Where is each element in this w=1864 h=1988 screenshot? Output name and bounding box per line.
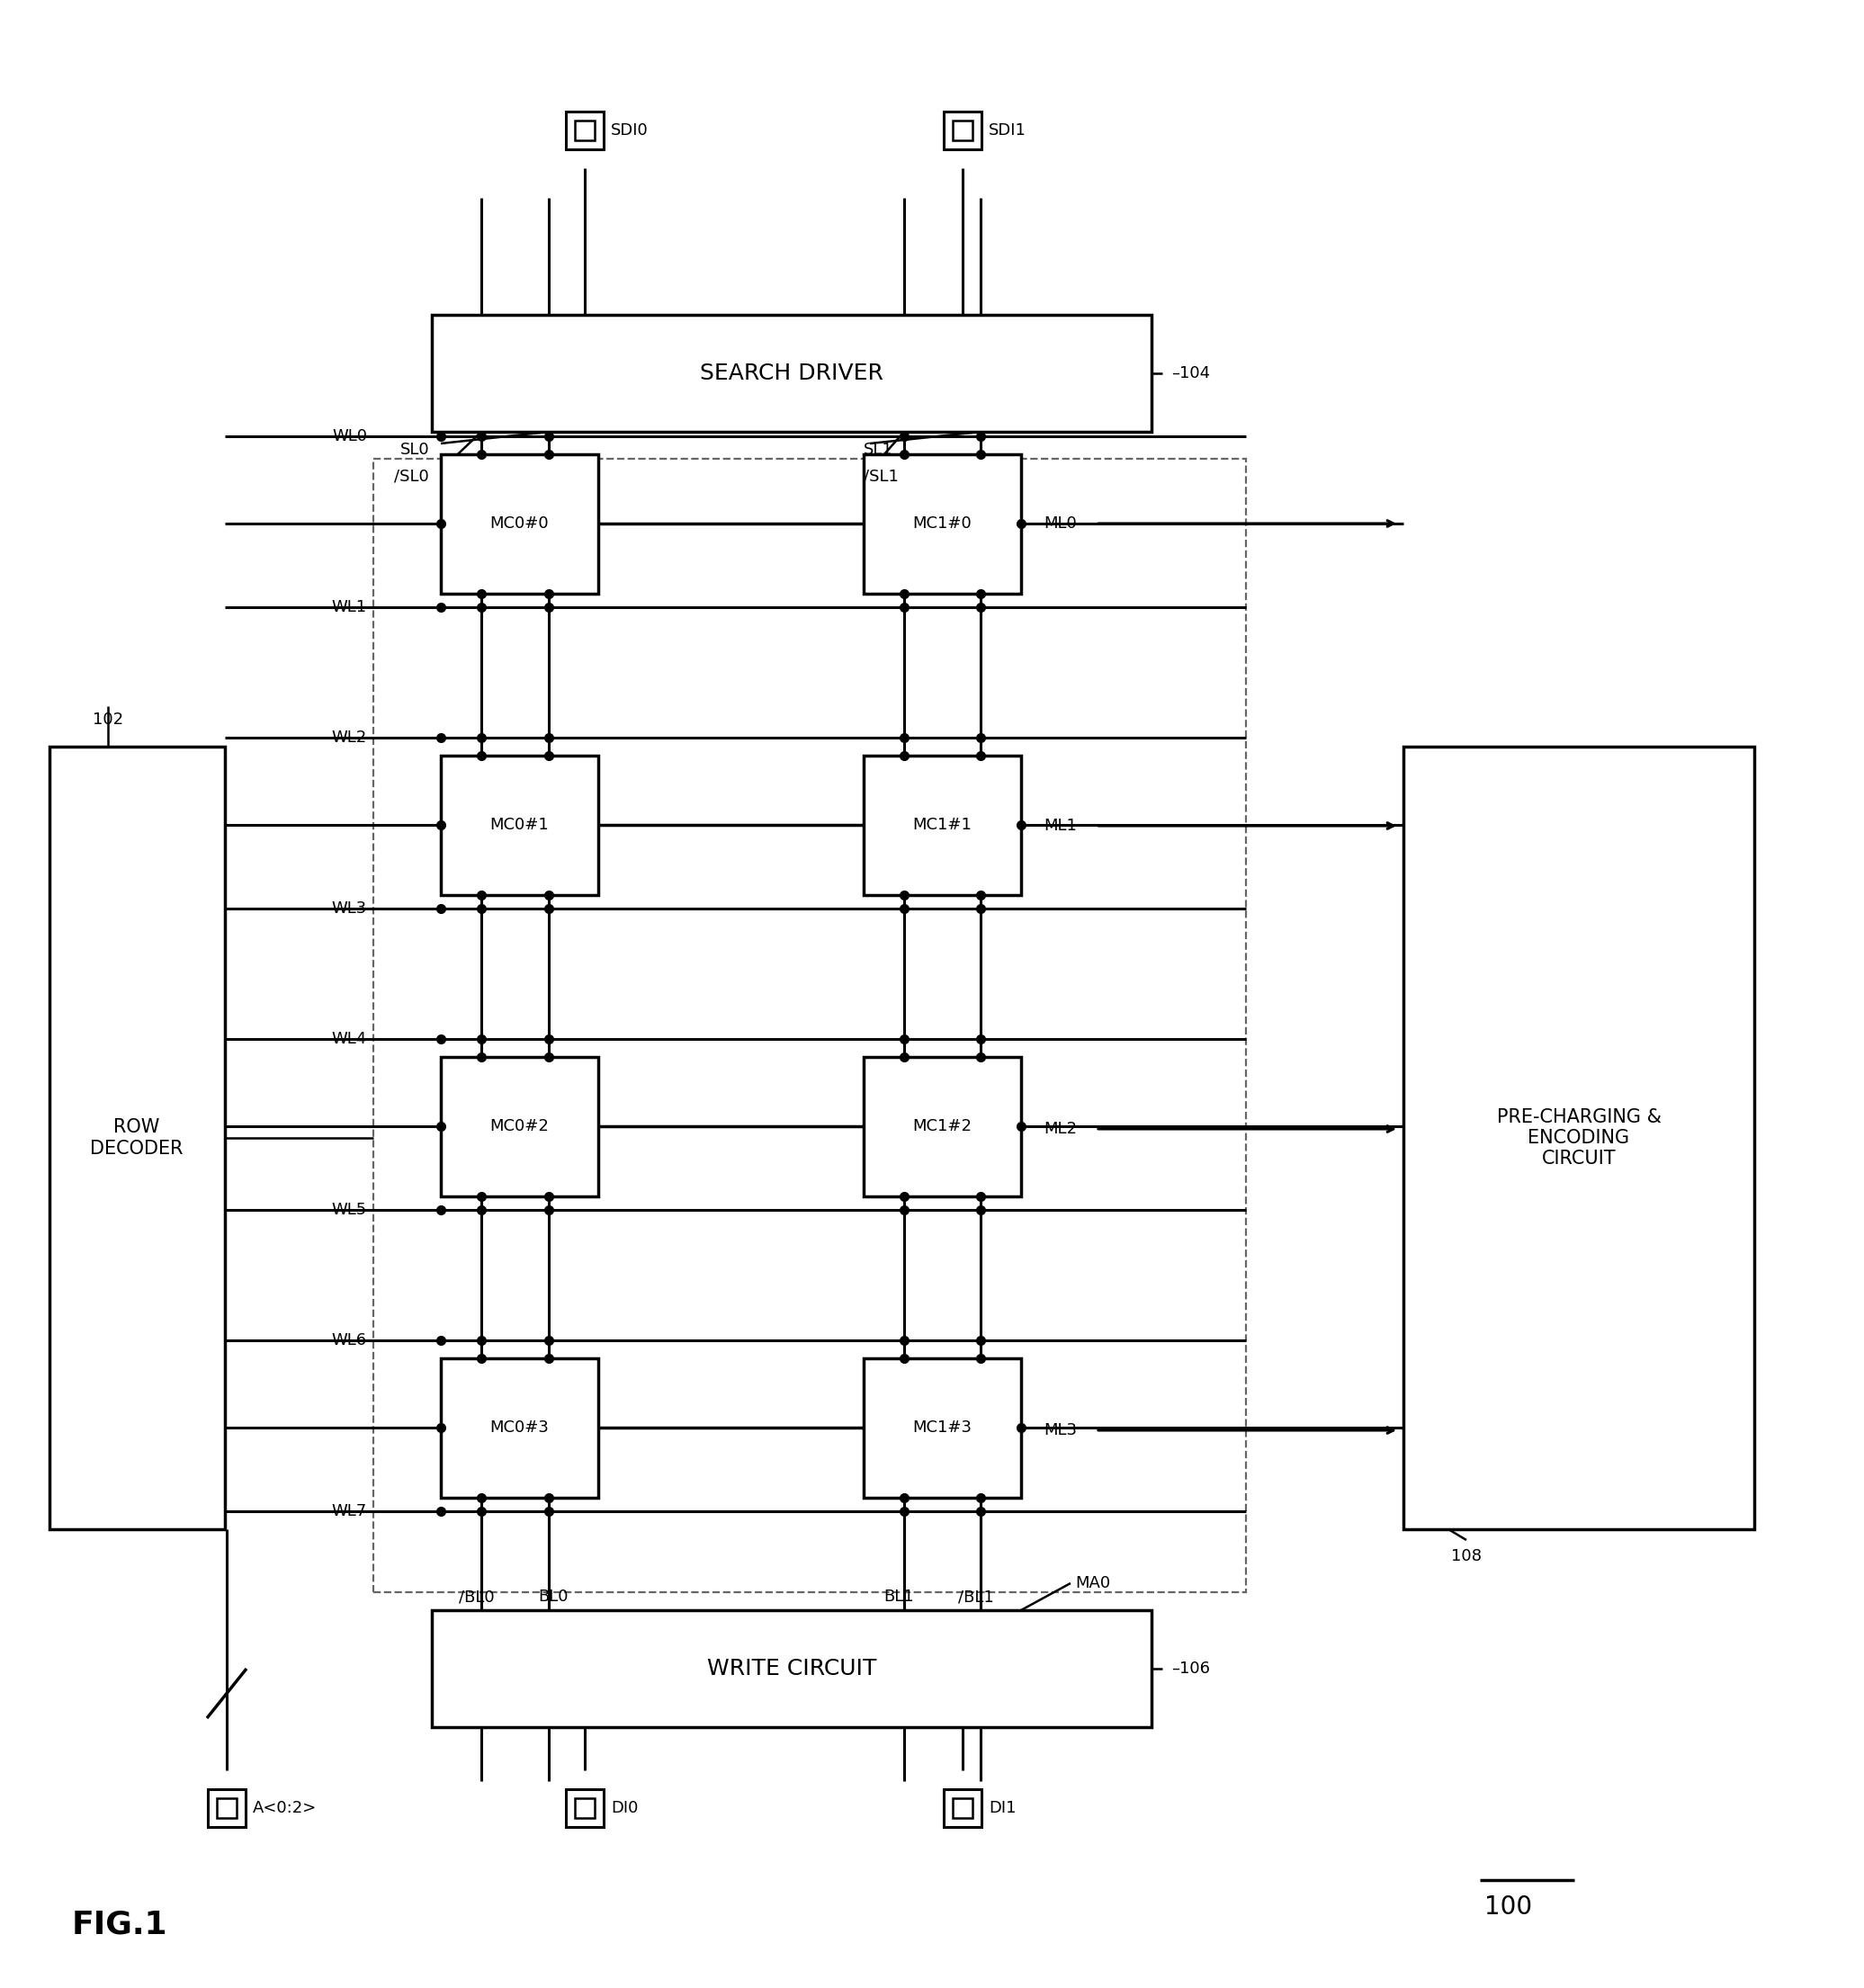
- Bar: [440, 1058, 598, 1197]
- Text: WL7: WL7: [332, 1503, 367, 1519]
- Text: /SL0: /SL0: [395, 469, 429, 485]
- Bar: [863, 1058, 1021, 1197]
- Text: FIG.1: FIG.1: [73, 1910, 168, 1940]
- Text: WL2: WL2: [332, 730, 367, 746]
- Text: MC1#3: MC1#3: [911, 1419, 971, 1435]
- Bar: [440, 755, 598, 895]
- Text: WL6: WL6: [332, 1332, 367, 1348]
- Bar: [953, 121, 973, 141]
- Bar: [574, 121, 595, 141]
- Bar: [943, 1789, 982, 1827]
- Text: ML1: ML1: [1044, 817, 1077, 833]
- Text: MC0#3: MC0#3: [490, 1419, 548, 1435]
- Bar: [207, 1789, 246, 1827]
- Text: /BL1: /BL1: [958, 1588, 994, 1604]
- Text: SDI0: SDI0: [611, 123, 649, 139]
- Text: SEARCH DRIVER: SEARCH DRIVER: [701, 362, 884, 384]
- Bar: [440, 455, 598, 594]
- Text: SL0: SL0: [399, 441, 429, 457]
- Text: MC0#0: MC0#0: [490, 515, 548, 531]
- Text: WL4: WL4: [332, 1032, 367, 1048]
- Text: MC1#2: MC1#2: [911, 1117, 971, 1135]
- Bar: [440, 1358, 598, 1497]
- Bar: [373, 459, 1245, 1592]
- Text: /BL0: /BL0: [459, 1588, 494, 1604]
- Text: MC1#1: MC1#1: [911, 817, 971, 833]
- Text: DI0: DI0: [611, 1799, 637, 1817]
- Bar: [953, 1799, 973, 1817]
- Bar: [863, 755, 1021, 895]
- Text: MC0#1: MC0#1: [490, 817, 548, 833]
- Text: A<0:2>: A<0:2>: [254, 1799, 317, 1817]
- Text: BL0: BL0: [539, 1588, 569, 1604]
- Bar: [943, 111, 982, 149]
- Text: –106: –106: [1171, 1660, 1210, 1676]
- Bar: [863, 455, 1021, 594]
- Text: WL5: WL5: [332, 1203, 367, 1219]
- Text: WL0: WL0: [332, 427, 367, 445]
- Text: DI1: DI1: [988, 1799, 1016, 1817]
- Text: 108: 108: [1450, 1549, 1482, 1565]
- Text: WRITE CIRCUIT: WRITE CIRCUIT: [706, 1658, 876, 1680]
- Text: SDI1: SDI1: [988, 123, 1027, 139]
- Bar: [50, 747, 226, 1529]
- Bar: [432, 1610, 1152, 1728]
- Bar: [432, 314, 1152, 431]
- Text: WL3: WL3: [332, 901, 367, 916]
- Text: SL1: SL1: [863, 441, 893, 457]
- Bar: [863, 1358, 1021, 1497]
- Bar: [574, 1799, 595, 1817]
- Bar: [567, 111, 604, 149]
- Text: MC0#2: MC0#2: [490, 1117, 548, 1135]
- Bar: [567, 1789, 604, 1827]
- Text: PRE-CHARGING &
ENCODING
CIRCUIT: PRE-CHARGING & ENCODING CIRCUIT: [1497, 1107, 1661, 1167]
- Bar: [1404, 747, 1754, 1529]
- Text: ML3: ML3: [1044, 1421, 1077, 1439]
- Text: ML2: ML2: [1044, 1121, 1077, 1137]
- Text: –104: –104: [1171, 366, 1210, 382]
- Text: 102: 102: [93, 712, 123, 728]
- Text: 100: 100: [1484, 1895, 1532, 1920]
- Text: ML0: ML0: [1044, 515, 1077, 531]
- Text: WL1: WL1: [332, 598, 367, 616]
- Text: MC1#0: MC1#0: [911, 515, 971, 531]
- Bar: [216, 1799, 237, 1817]
- Text: MA0: MA0: [1076, 1574, 1111, 1590]
- Text: BL1: BL1: [884, 1588, 913, 1604]
- Text: /SL1: /SL1: [863, 469, 898, 485]
- Text: ROW
DECODER: ROW DECODER: [89, 1119, 183, 1157]
